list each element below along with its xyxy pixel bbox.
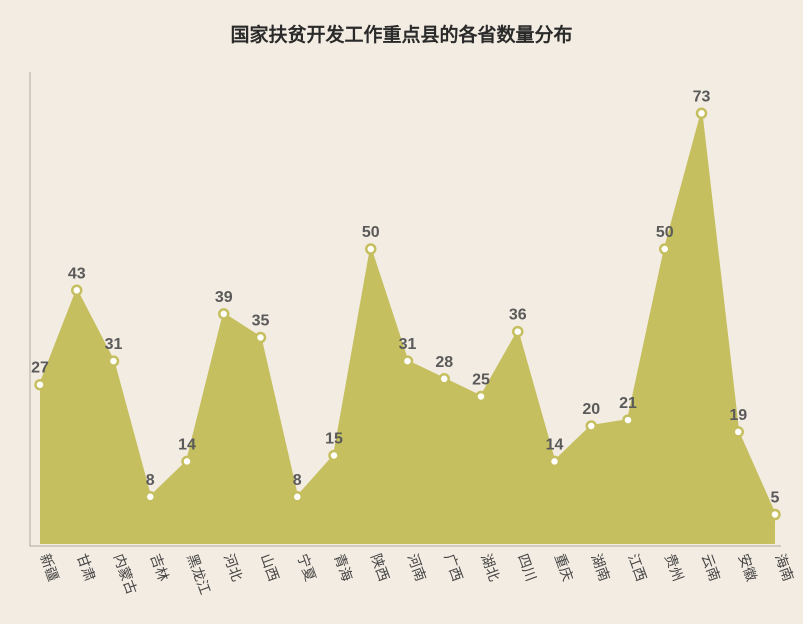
value-label: 8 [293, 472, 302, 489]
data-point [587, 422, 596, 431]
data-point [440, 374, 449, 383]
data-point [697, 109, 706, 118]
category-label: 山西 [258, 552, 283, 584]
data-point [403, 357, 412, 366]
category-label: 河北 [221, 552, 246, 584]
value-label: 5 [771, 490, 780, 507]
category-label: 青海 [331, 552, 356, 584]
category-label: 湖南 [588, 552, 613, 584]
category-label: 宁夏 [294, 552, 319, 584]
data-point [219, 309, 228, 318]
value-label: 39 [215, 289, 233, 306]
data-point [550, 457, 559, 466]
data-point [366, 245, 375, 254]
value-label: 21 [619, 395, 637, 412]
category-label: 江西 [625, 552, 650, 584]
category-label: 湖北 [478, 552, 503, 584]
value-label: 73 [693, 88, 711, 105]
value-label: 8 [146, 472, 155, 489]
value-label: 20 [582, 401, 600, 418]
data-point [72, 286, 81, 295]
category-label: 广西 [441, 552, 466, 584]
data-point [330, 451, 339, 460]
data-point [477, 392, 486, 401]
value-label: 14 [178, 436, 196, 453]
value-label: 25 [472, 372, 490, 389]
category-label: 内蒙古 [111, 552, 140, 597]
data-point [109, 357, 118, 366]
data-point [513, 327, 522, 336]
value-label: 50 [362, 224, 380, 241]
value-label: 35 [252, 313, 270, 330]
category-label: 吉林 [147, 552, 172, 584]
category-label: 四川 [515, 552, 540, 584]
category-label: 重庆 [552, 552, 577, 584]
data-point [734, 427, 743, 436]
value-label: 31 [105, 336, 123, 353]
category-label: 云南 [699, 552, 724, 584]
category-label: 河南 [405, 552, 430, 584]
data-point [146, 492, 155, 501]
value-label: 36 [509, 307, 527, 324]
data-point [624, 416, 633, 425]
value-label: 28 [435, 354, 453, 371]
value-label: 43 [68, 265, 86, 282]
data-point [183, 457, 192, 466]
value-label: 50 [656, 224, 674, 241]
area-chart: 27 43 31 8 14 39 35 8 15 50 31 28 25 36 14 20 21 50 73 19 5 新… [0, 0, 803, 624]
data-point [660, 245, 669, 254]
value-label: 31 [399, 336, 417, 353]
category-label: 甘肃 [74, 552, 99, 584]
value-label: 27 [31, 360, 49, 377]
value-label: 14 [546, 436, 564, 453]
value-label: 19 [729, 407, 747, 424]
data-point [256, 333, 265, 342]
value-label: 15 [325, 431, 343, 448]
category-label: 陕西 [368, 552, 393, 584]
category-label: 贵州 [662, 552, 687, 584]
data-point [293, 492, 302, 501]
category-label: 黑龙江 [184, 552, 213, 597]
category-label: 安徽 [735, 552, 760, 584]
category-label: 海南 [772, 552, 797, 584]
data-point [36, 380, 45, 389]
category-label: 新疆 [37, 552, 62, 584]
data-point [771, 510, 780, 519]
